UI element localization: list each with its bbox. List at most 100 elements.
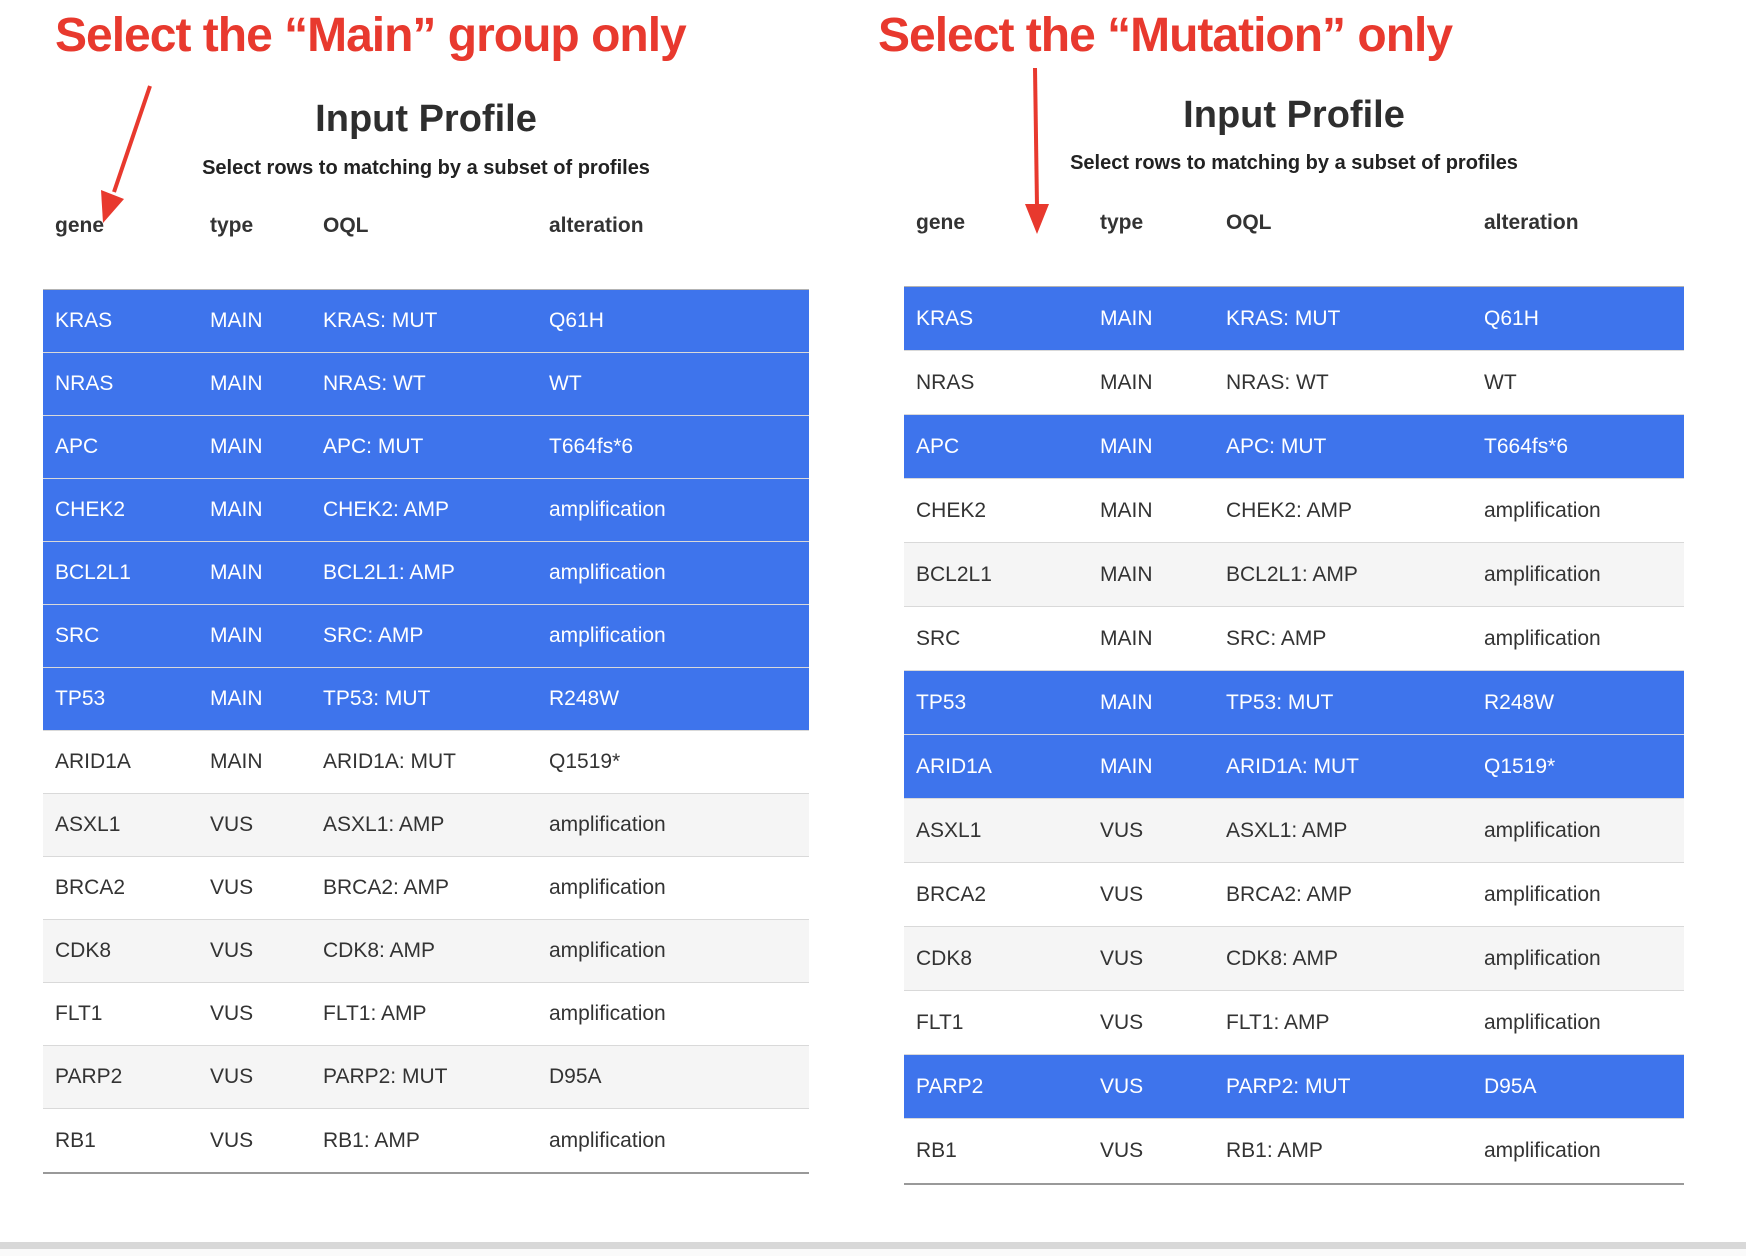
table-row[interactable]: TP53 MAIN TP53: MUT R248W	[904, 671, 1684, 735]
table-row[interactable]: CDK8 VUS CDK8: AMP amplification	[904, 927, 1684, 991]
cell-alteration: amplification	[1484, 626, 1601, 650]
table-row[interactable]: SRC MAIN SRC: AMP amplification	[43, 605, 809, 668]
table-row[interactable]: TP53 MAIN TP53: MUT R248W	[43, 668, 809, 731]
cell-type: VUS	[1100, 818, 1144, 842]
page-title: Input Profile	[315, 98, 537, 140]
cell-gene: FLT1	[55, 1002, 103, 1025]
cell-alteration: amplification	[1484, 946, 1601, 970]
cell-gene: ARID1A	[55, 750, 131, 773]
cell-oql: CDK8: AMP	[1226, 946, 1339, 970]
table-row[interactable]: PARP2 VUS PARP2: MUT D95A	[904, 1055, 1684, 1119]
cell-alteration: Q61H	[1484, 306, 1539, 330]
cell-type: MAIN	[210, 498, 263, 521]
table-row[interactable]: RB1 VUS RB1: AMP amplification	[43, 1109, 809, 1172]
table-row[interactable]: NRAS MAIN NRAS: WT WT	[904, 351, 1684, 415]
table-row[interactable]: KRAS MAIN KRAS: MUT Q61H	[43, 290, 809, 353]
cell-type: VUS	[210, 813, 254, 836]
table-row[interactable]: SRC MAIN SRC: AMP amplification	[904, 607, 1684, 671]
cell-gene: APC	[916, 434, 960, 458]
cell-alteration: WT	[1484, 370, 1517, 394]
cell-gene: TP53	[916, 690, 967, 714]
cell-alteration: amplification	[549, 1002, 666, 1025]
cell-gene: RB1	[916, 1139, 957, 1162]
cell-type: VUS	[210, 1128, 254, 1152]
table-row[interactable]: KRAS MAIN KRAS: MUT Q61H	[904, 287, 1684, 351]
cell-gene: CHEK2	[916, 498, 987, 522]
cell-gene: CDK8	[55, 939, 112, 962]
table-row[interactable]: ASXL1 VUS ASXL1: AMP amplification	[904, 799, 1684, 863]
column-header-type: type	[1100, 211, 1144, 234]
cell-gene: SRC	[916, 626, 961, 650]
cell-oql: ASXL1: AMP	[323, 813, 445, 836]
table-row[interactable]: BRCA2 VUS BRCA2: AMP amplification	[43, 857, 809, 920]
cell-alteration: D95A	[549, 1065, 602, 1088]
cell-gene: CHEK2	[55, 498, 126, 521]
cell-oql: RB1: AMP	[323, 1128, 420, 1152]
table-row[interactable]: RB1 VUS RB1: AMP amplification	[904, 1119, 1684, 1183]
cell-alteration: amplification	[549, 1128, 666, 1152]
cell-oql: CHEK2: AMP	[323, 498, 450, 521]
table-row[interactable]: ARID1A MAIN ARID1A: MUT Q1519*	[904, 735, 1684, 799]
cell-type: MAIN	[1100, 370, 1153, 394]
cell-type: VUS	[210, 876, 254, 899]
table-row[interactable]: CDK8 VUS CDK8: AMP amplification	[43, 920, 809, 983]
cell-oql: ARID1A: MUT	[323, 750, 457, 773]
cell-oql: KRAS: MUT	[1226, 306, 1341, 330]
cell-alteration: D95A	[1484, 1074, 1537, 1098]
cell-gene: NRAS	[55, 372, 114, 395]
table-row[interactable]: BRCA2 VUS BRCA2: AMP amplification	[904, 863, 1684, 927]
cell-type: MAIN	[1100, 754, 1153, 778]
cell-type: MAIN	[210, 687, 263, 710]
cell-type: MAIN	[1100, 434, 1153, 458]
cell-type: MAIN	[1100, 626, 1153, 650]
cell-alteration: Q1519*	[1484, 754, 1556, 778]
cell-type: VUS	[1100, 1139, 1144, 1162]
cell-oql: TP53: MUT	[1226, 690, 1334, 714]
column-header-alteration: alteration	[1484, 211, 1579, 234]
cell-type: VUS	[210, 1065, 254, 1088]
cell-alteration: amplification	[549, 876, 666, 899]
table-row[interactable]: PARP2 VUS PARP2: MUT D95A	[43, 1046, 809, 1109]
cell-oql: SRC: AMP	[1226, 626, 1327, 650]
cell-gene: APC	[55, 435, 99, 458]
table-row[interactable]: ARID1A MAIN ARID1A: MUT Q1519*	[43, 731, 809, 794]
table-row[interactable]: FLT1 VUS FLT1: AMP amplification	[904, 991, 1684, 1055]
cell-oql: TP53: MUT	[323, 687, 431, 710]
cell-oql: ASXL1: AMP	[1226, 818, 1348, 842]
table-row[interactable]: CHEK2 MAIN CHEK2: AMP amplification	[43, 479, 809, 542]
cell-gene: PARP2	[55, 1065, 123, 1088]
column-header-oql: OQL	[323, 214, 369, 237]
cell-oql: BCL2L1: AMP	[323, 561, 455, 584]
cell-oql: KRAS: MUT	[323, 309, 438, 332]
cell-gene: RB1	[55, 1128, 96, 1152]
cell-oql: FLT1: AMP	[1226, 1010, 1330, 1034]
column-header-gene: gene	[916, 211, 966, 234]
cell-type: MAIN	[210, 561, 263, 584]
cell-alteration: Q61H	[549, 309, 604, 332]
table-row[interactable]: BCL2L1 MAIN BCL2L1: AMP amplification	[904, 543, 1684, 607]
cell-oql: APC: MUT	[323, 435, 424, 458]
table-row[interactable]: FLT1 VUS FLT1: AMP amplification	[43, 983, 809, 1046]
table-row[interactable]: BCL2L1 MAIN BCL2L1: AMP amplification	[43, 542, 809, 605]
cell-oql: APC: MUT	[1226, 434, 1327, 458]
cell-oql: SRC: AMP	[323, 624, 424, 647]
cell-type: MAIN	[1100, 306, 1153, 330]
cell-gene: ARID1A	[916, 754, 992, 778]
cell-alteration: amplification	[549, 561, 666, 584]
table-row[interactable]: NRAS MAIN NRAS: WT WT	[43, 353, 809, 416]
cell-type: VUS	[1100, 882, 1144, 906]
table-row[interactable]: APC MAIN APC: MUT T664fs*6	[904, 415, 1684, 479]
cell-oql: CDK8: AMP	[323, 939, 436, 962]
cell-alteration: amplification	[1484, 882, 1601, 906]
cell-alteration: Q1519*	[549, 750, 621, 773]
page-bottom-area	[0, 1249, 1746, 1256]
cell-oql: BRCA2: AMP	[1226, 882, 1353, 906]
cell-type: MAIN	[210, 435, 263, 458]
cell-alteration: amplification	[1484, 562, 1601, 586]
table-row[interactable]: ASXL1 VUS ASXL1: AMP amplification	[43, 794, 809, 857]
cell-type: VUS	[210, 1002, 254, 1025]
table-row[interactable]: APC MAIN APC: MUT T664fs*6	[43, 416, 809, 479]
cell-oql: PARP2: MUT	[1226, 1074, 1351, 1098]
table-row[interactable]: CHEK2 MAIN CHEK2: AMP amplification	[904, 479, 1684, 543]
cell-gene: FLT1	[916, 1010, 964, 1034]
